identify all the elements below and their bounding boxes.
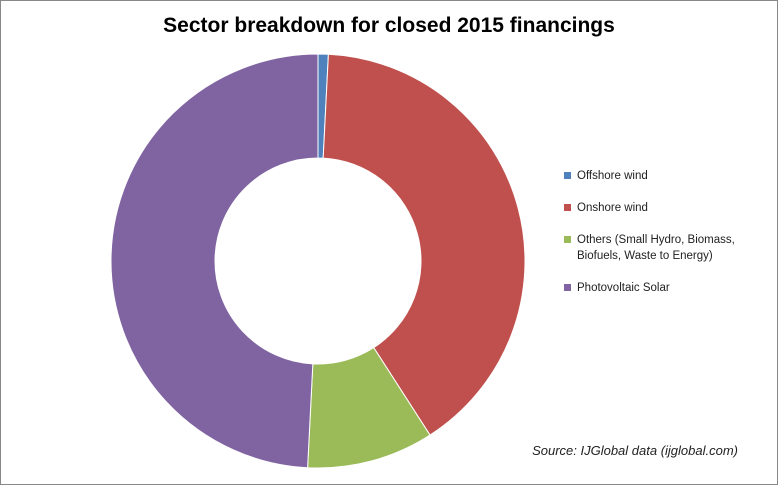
legend-swatch	[564, 204, 571, 211]
chart-title: Sector breakdown for closed 2015 financi…	[163, 14, 615, 37]
legend-swatch	[564, 172, 571, 179]
legend-item: Photovoltaic Solar	[564, 280, 764, 296]
legend-label: Others (Small Hydro, Biomass, Biofuels, …	[577, 234, 735, 262]
slice	[110, 53, 319, 469]
legend-label: Photovoltaic Solar	[577, 282, 670, 294]
legend-item: Offshore wind	[564, 168, 764, 184]
legend-swatch	[564, 236, 571, 243]
legend-swatch	[564, 284, 571, 291]
annotation: Source: IJGlobal data (ijglobal.com)	[532, 443, 738, 458]
legend-label: Onshore wind	[577, 202, 648, 214]
legend-item: Others (Small Hydro, Biomass, Biofuels, …	[564, 232, 764, 264]
legend-item: Onshore wind	[564, 200, 764, 216]
slice	[322, 53, 526, 436]
legend: Offshore wind Onshore wind Others (Small H…	[564, 168, 764, 312]
legend-label: Offshore wind	[577, 170, 648, 182]
